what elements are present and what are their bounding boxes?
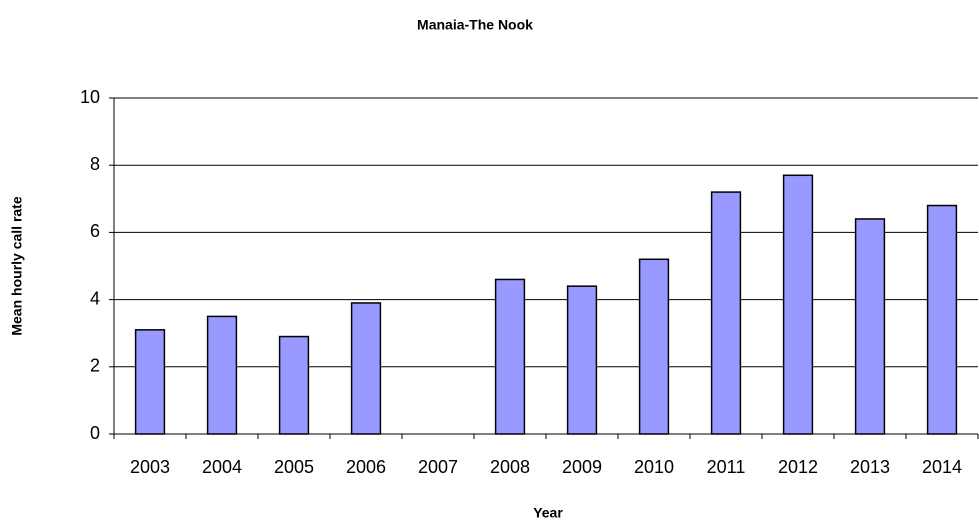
y-axis-title: Mean hourly call rate	[9, 196, 25, 335]
bar	[494, 278, 526, 435]
bar	[206, 315, 238, 435]
y-tick-label: 4	[90, 288, 100, 308]
x-tick-label: 2003	[130, 457, 170, 477]
bar	[926, 204, 958, 435]
x-tick-label: 2007	[418, 457, 458, 477]
x-tick-label: 2011	[707, 457, 746, 477]
bar	[638, 258, 670, 435]
y-tick-label: 2	[90, 356, 100, 376]
x-tick-label: 2009	[562, 457, 602, 477]
x-tick-label: 2014	[922, 457, 962, 477]
bar	[854, 218, 886, 435]
chart-title: Manaia-The Nook	[417, 17, 533, 33]
bar	[278, 335, 310, 435]
y-tick-label: 8	[90, 154, 100, 174]
y-tick-label: 10	[80, 87, 100, 107]
x-tick-label: 2008	[490, 457, 530, 477]
bar	[566, 285, 598, 435]
x-tick-label: 2006	[346, 457, 386, 477]
x-tick-label: 2005	[274, 457, 314, 477]
x-tick-label: 2004	[202, 457, 242, 477]
bar	[710, 191, 742, 435]
x-tick-label: 2010	[634, 457, 674, 477]
x-tick-label: 2013	[850, 457, 890, 477]
bar	[782, 174, 814, 435]
y-tick-label: 0	[90, 423, 100, 443]
bar	[134, 329, 166, 435]
x-axis-title: Year	[533, 505, 563, 521]
x-tick-label: 2012	[778, 457, 818, 477]
bar	[350, 302, 382, 435]
y-tick-label: 6	[90, 221, 100, 241]
